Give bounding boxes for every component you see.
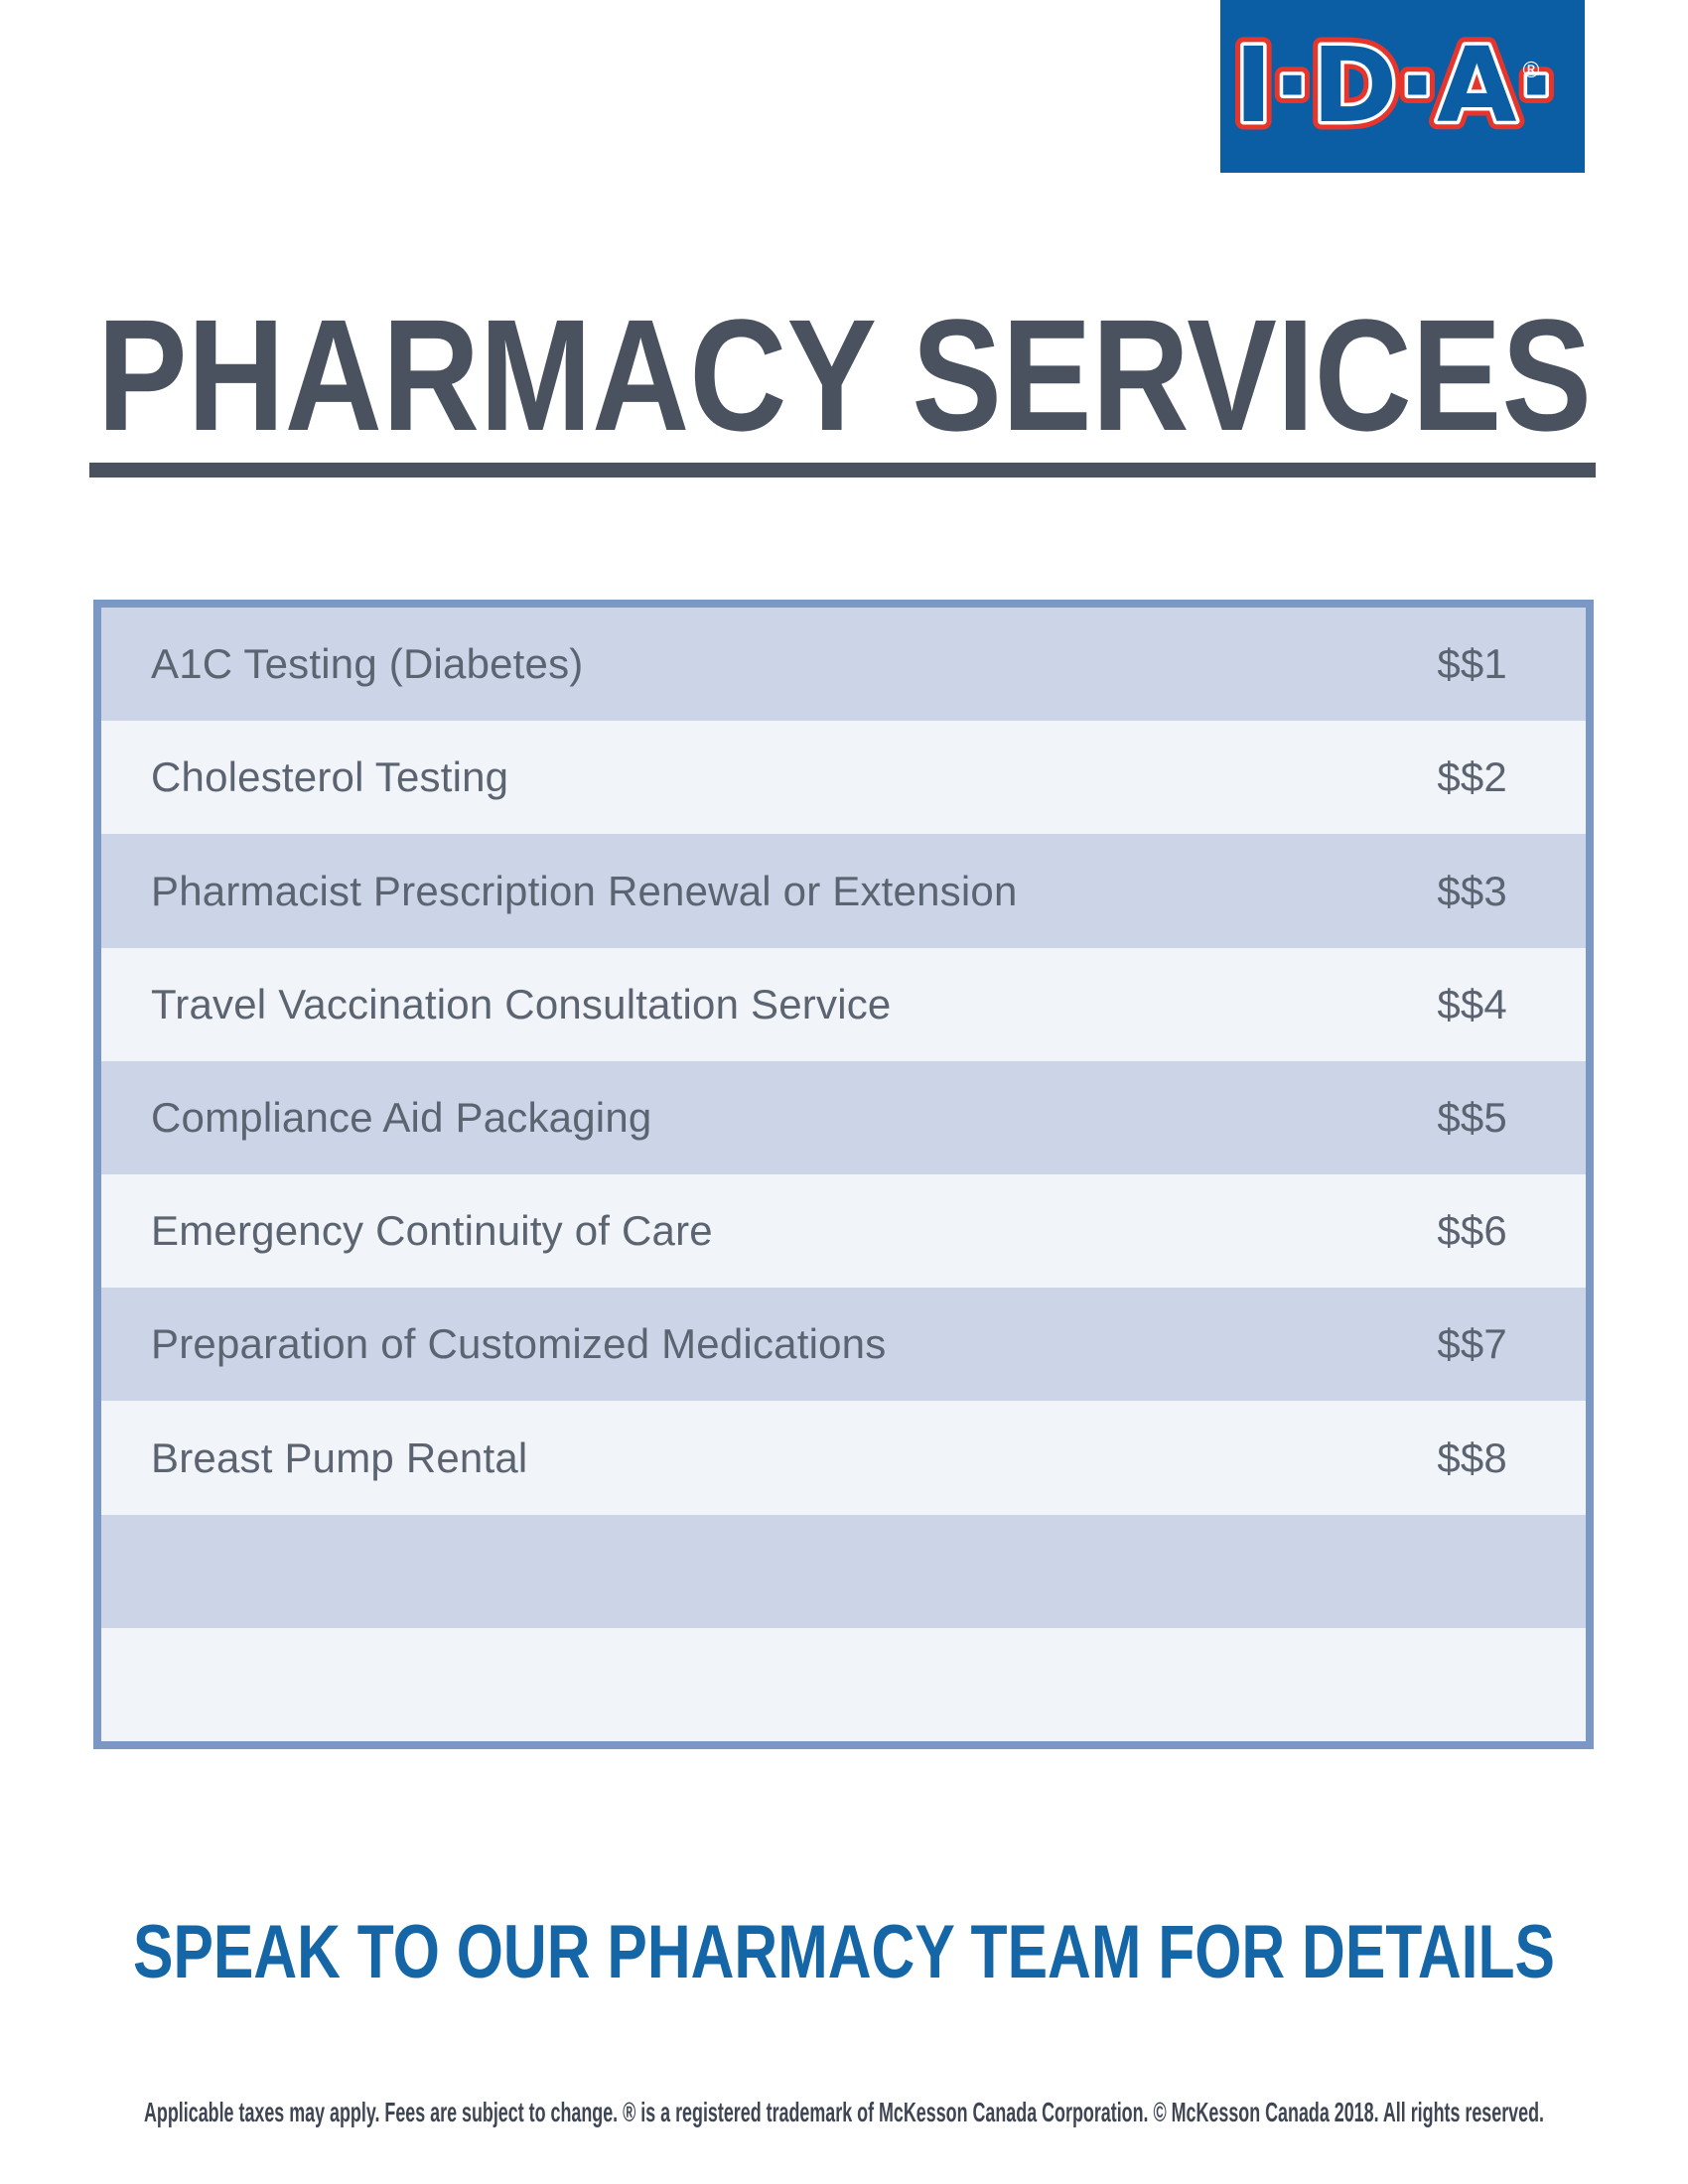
cta-block: SPEAK TO OUR PHARMACY TEAM FOR DETAILS [129, 1904, 1559, 2003]
service-price: $$2 [1437, 753, 1507, 801]
ida-logo-graphic: I·D·A· I·D·A· I·D·A· ® [1225, 17, 1564, 155]
title-underline [89, 463, 1596, 478]
service-name: Pharmacist Prescription Renewal or Exten… [151, 867, 1018, 914]
table-row: Breast Pump Rental $$8 [101, 1401, 1586, 1515]
footer-text: Applicable taxes may apply. Fees are sub… [144, 2097, 1544, 2127]
service-name: Travel Vaccination Consultation Service [151, 980, 892, 1027]
page-title-block: PHARMACY SERVICES [94, 288, 1599, 467]
service-price: $$1 [1437, 640, 1507, 688]
table-row-empty [101, 1514, 1586, 1628]
table-row-empty [101, 1627, 1586, 1742]
cta-text: SPEAK TO OUR PHARMACY TEAM FOR DETAILS [133, 1910, 1555, 1994]
table-row: A1C Testing (Diabetes) $$1 [101, 608, 1586, 722]
registered-mark: ® [1520, 59, 1542, 83]
footer-svg: Applicable taxes may apply. Fees are sub… [144, 2097, 1544, 2127]
table-row: Pharmacist Prescription Renewal or Exten… [101, 834, 1586, 948]
service-price: $$5 [1437, 1093, 1507, 1141]
service-price: $$8 [1437, 1433, 1507, 1481]
ida-logo-outline-red: I·D·A· [1234, 25, 1556, 146]
service-price: $$4 [1437, 980, 1507, 1027]
table-row: Travel Vaccination Consultation Service … [101, 947, 1586, 1061]
services-table: A1C Testing (Diabetes) $$1 Cholesterol T… [93, 600, 1594, 1749]
service-price: $$3 [1437, 867, 1507, 914]
footer-block: Applicable taxes may apply. Fees are sub… [144, 2085, 1544, 2140]
service-name: Preparation of Customized Medications [151, 1320, 887, 1368]
service-name: A1C Testing (Diabetes) [151, 640, 584, 688]
table-row: Preparation of Customized Medications $$… [101, 1288, 1586, 1402]
service-name: Cholesterol Testing [151, 753, 509, 801]
ida-logo: I·D·A· I·D·A· I·D·A· ® [1220, 0, 1585, 173]
cta-svg: SPEAK TO OUR PHARMACY TEAM FOR DETAILS [133, 1910, 1555, 1994]
table-row: Emergency Continuity of Care $$6 [101, 1174, 1586, 1289]
table-row: Compliance Aid Packaging $$5 [101, 1060, 1586, 1175]
table-row: Cholesterol Testing $$2 [101, 721, 1586, 835]
ida-logo-outline-white: I·D·A· [1234, 25, 1556, 146]
page-title: PHARMACY SERVICES [97, 288, 1592, 464]
service-price: $$7 [1437, 1320, 1507, 1368]
service-price: $$6 [1437, 1207, 1507, 1255]
service-name: Emergency Continuity of Care [151, 1207, 713, 1255]
ida-logo-text: I·D·A· [1234, 25, 1556, 146]
page-title-svg: PHARMACY SERVICES [97, 288, 1592, 464]
service-name: Compliance Aid Packaging [151, 1093, 652, 1141]
service-name: Breast Pump Rental [151, 1433, 528, 1481]
